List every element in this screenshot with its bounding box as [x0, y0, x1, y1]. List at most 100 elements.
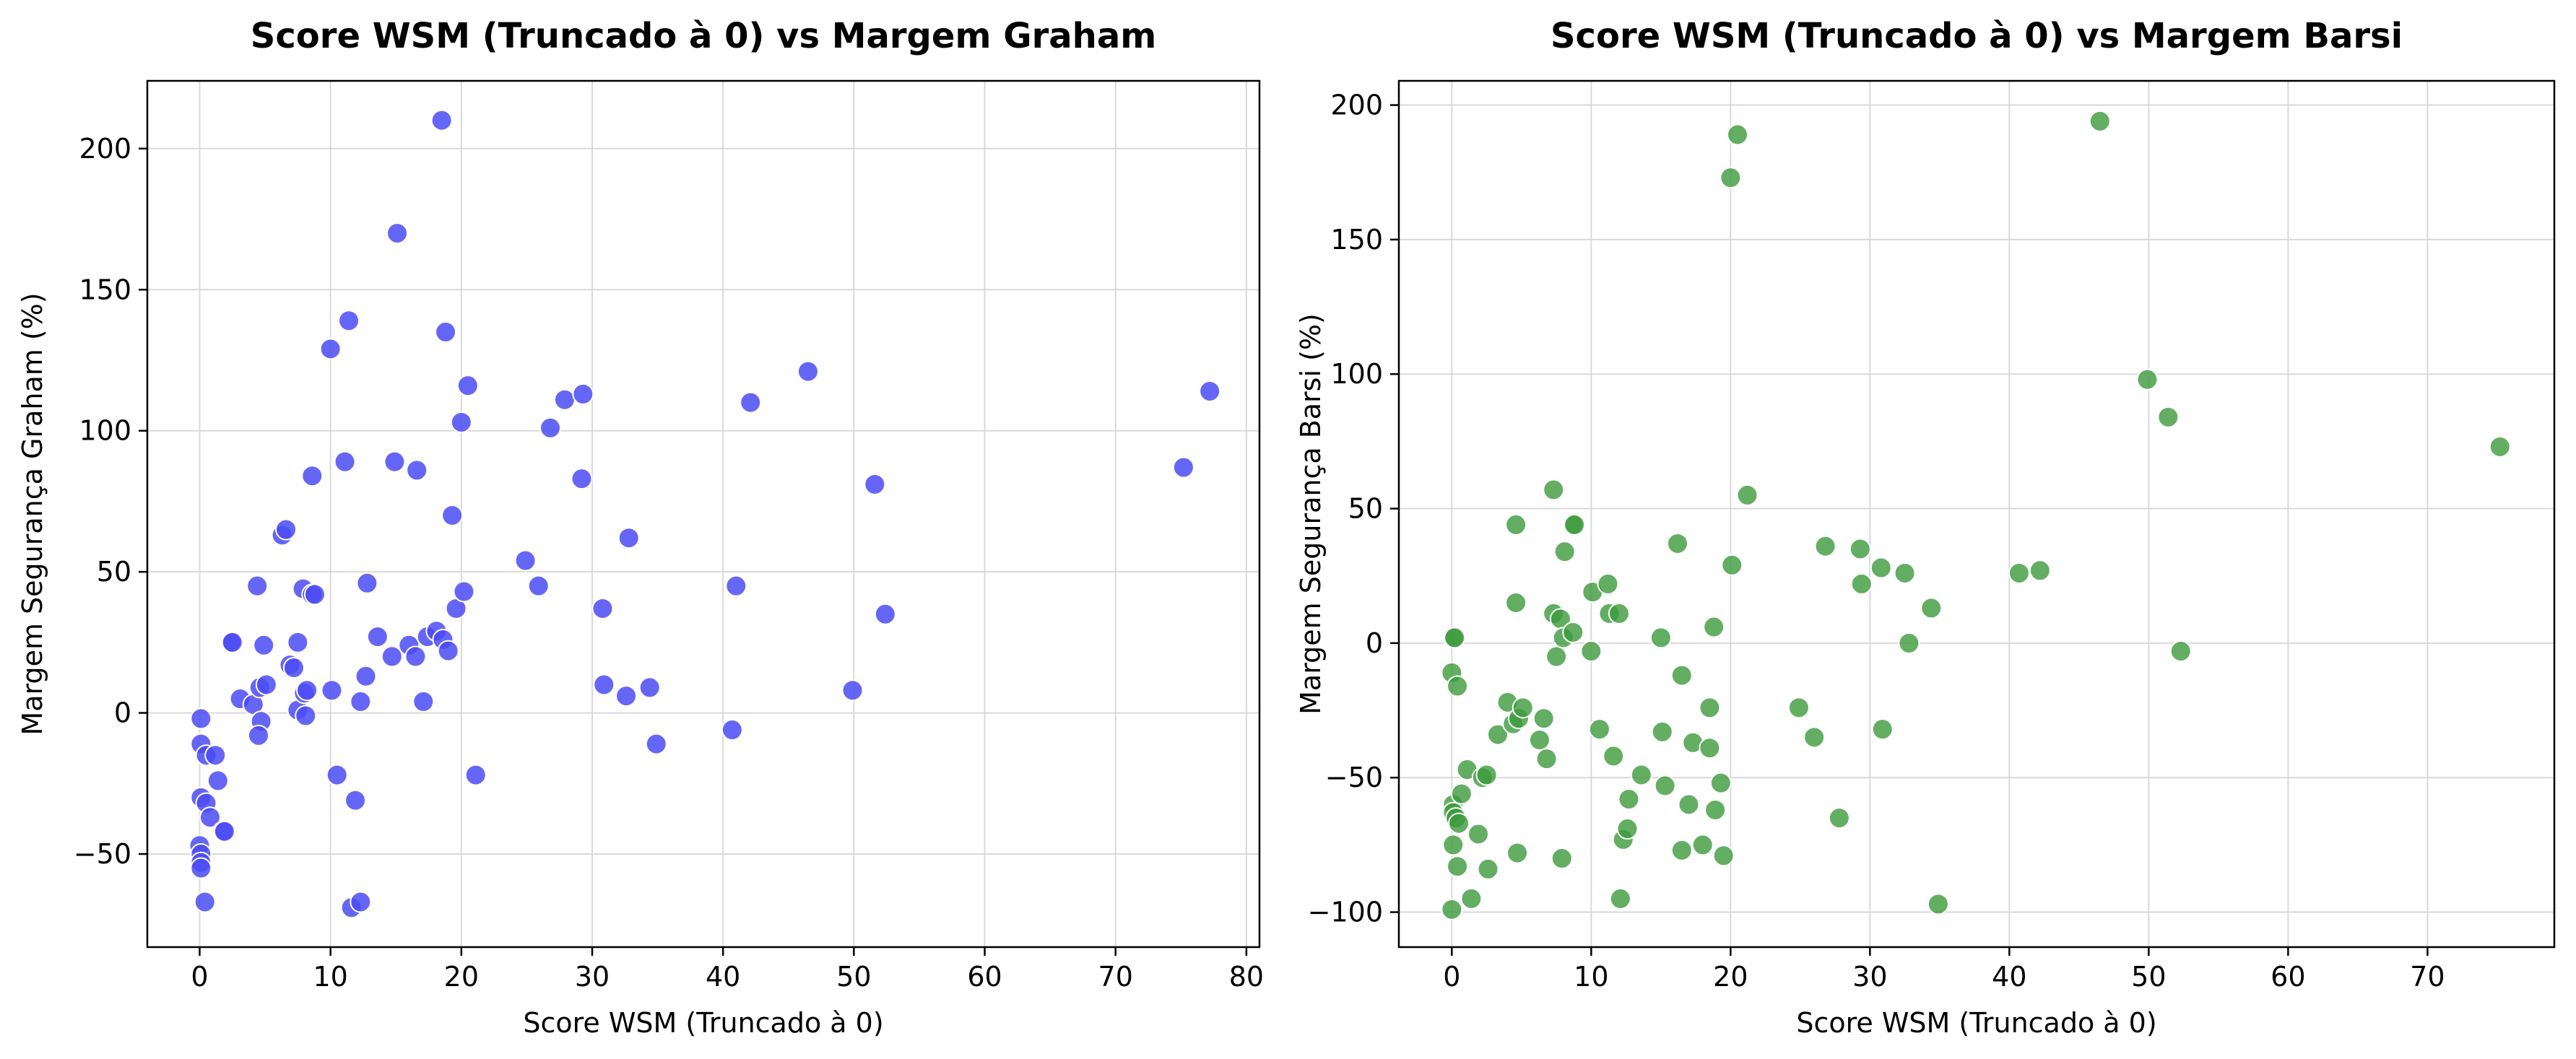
y-axis: −100 −50 0 50 100 150 200 [1308, 90, 1399, 928]
data-point [1199, 380, 1221, 402]
data-point [1651, 720, 1673, 743]
data-point [1467, 823, 1490, 845]
data-point [1691, 834, 1714, 856]
data-point [1447, 675, 1469, 697]
data-point [221, 631, 243, 653]
y-tick-label: 50 [1348, 493, 1383, 525]
data-points [1441, 110, 2511, 920]
data-point [301, 465, 324, 487]
x-tick-label: 20 [444, 961, 479, 993]
x-tick-label: 80 [1229, 961, 1264, 993]
data-point [248, 724, 269, 746]
data-point [514, 549, 537, 572]
data-point [1460, 887, 1483, 910]
x-tick-label: 30 [575, 961, 610, 993]
data-point [321, 679, 343, 702]
data-point [344, 789, 367, 811]
data-point [2136, 368, 2159, 391]
chart-panel-barsi: 0 10 20 30 40 50 60 70 −100 −50 0 50 100 150 200 Scor… [1295, 16, 2556, 1039]
data-point [797, 360, 819, 383]
data-point [437, 640, 459, 662]
data-points [188, 109, 1221, 919]
data-point [725, 575, 747, 597]
y-tick-label: 200 [1330, 90, 1383, 121]
data-point [740, 391, 762, 414]
data-point [1667, 532, 1689, 554]
data-point [617, 527, 640, 549]
chart-panel-graham: 0 10 20 30 40 50 60 70 80 −50 0 50 100 150 200 Score … [17, 16, 1264, 1039]
chart-title: Score WSM (Truncado à 0) vs Margem Graha… [251, 16, 1156, 56]
data-point [1704, 798, 1727, 821]
x-axis-label: Score WSM (Truncado à 0) [1796, 1007, 2156, 1039]
data-point [2489, 435, 2511, 458]
data-point [1898, 632, 1920, 654]
data-point [1920, 597, 1943, 619]
data-point [1630, 764, 1652, 786]
data-point [1553, 541, 1576, 563]
data-point [319, 338, 342, 360]
x-tick-label: 0 [1443, 961, 1460, 993]
y-axis-label: Margem Segurança Graham (%) [17, 292, 48, 735]
data-point [645, 733, 667, 755]
data-point [1699, 697, 1721, 719]
data-point [296, 679, 318, 702]
plot-frame [1397, 79, 2556, 949]
data-point [282, 657, 305, 679]
data-point [638, 676, 661, 699]
x-tick-label: 40 [1992, 961, 2026, 993]
data-point [1532, 707, 1555, 730]
data-point [1618, 788, 1640, 811]
data-point [199, 806, 221, 829]
data-point [1894, 562, 1916, 584]
data-point [1562, 621, 1584, 643]
data-point [194, 891, 216, 913]
plot-area-background [147, 81, 1259, 947]
x-axis: 0 10 20 30 40 50 60 70 [1443, 947, 2445, 993]
chart-title: Score WSM (Truncado à 0) vs Margem Barsi [1551, 16, 2403, 56]
data-point [334, 450, 356, 473]
data-point [303, 583, 326, 606]
data-point [1803, 726, 1826, 749]
y-tick-label: 150 [79, 274, 131, 305]
data-point [207, 770, 229, 792]
y-tick-label: −100 [1308, 897, 1383, 928]
x-tick-label: 60 [967, 961, 1002, 993]
data-point [1712, 845, 1735, 867]
data-point [615, 685, 638, 707]
data-point [1608, 602, 1630, 624]
data-point [412, 690, 435, 712]
data-point [1814, 535, 1836, 557]
data-point [350, 690, 372, 712]
data-point [1678, 793, 1700, 816]
data-point [1787, 697, 1810, 719]
data-point [1477, 858, 1499, 880]
y-tick-label: 100 [1330, 358, 1383, 390]
x-tick-label: 10 [313, 961, 347, 993]
data-point [527, 575, 550, 597]
data-point [213, 820, 235, 842]
data-point [1444, 627, 1466, 649]
data-point [1721, 554, 1743, 576]
data-point [591, 597, 614, 619]
data-point [338, 310, 360, 332]
data-point [1588, 718, 1610, 741]
data-point [572, 383, 594, 405]
data-point [1551, 847, 1573, 870]
data-point [2157, 406, 2180, 428]
data-point [1506, 842, 1529, 864]
data-point [204, 744, 227, 767]
data-point [1505, 513, 1527, 536]
data-point [355, 665, 377, 687]
data-point [386, 222, 409, 245]
data-point [539, 417, 562, 439]
data-point [383, 450, 406, 473]
data-point [1616, 818, 1639, 840]
data-point [356, 572, 378, 594]
data-point [874, 603, 896, 625]
x-tick-label: 30 [1852, 961, 1887, 993]
data-point [275, 518, 298, 541]
data-point [2008, 562, 2030, 584]
y-tick-label: 200 [79, 133, 131, 165]
x-tick-label: 10 [1574, 961, 1608, 993]
